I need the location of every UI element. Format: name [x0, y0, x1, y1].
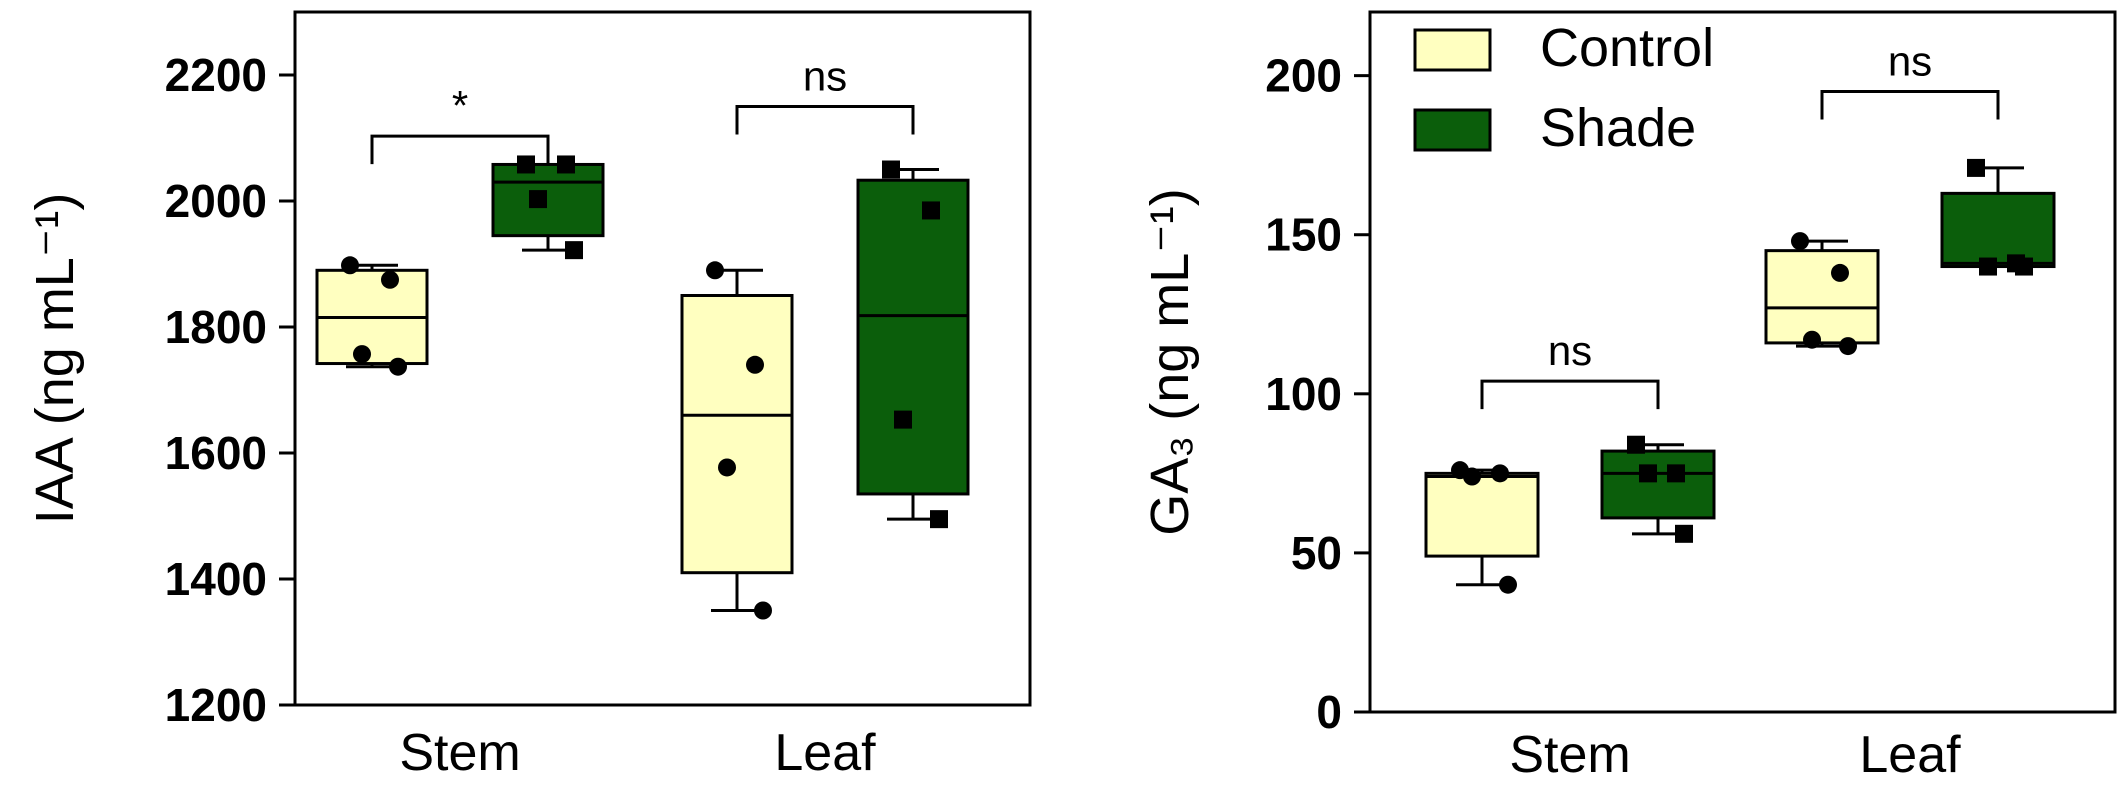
- significance-bracket: ns: [735, 53, 915, 135]
- data-point: [2015, 257, 2033, 276]
- significance-label: ns: [1888, 38, 1932, 85]
- data-point: [381, 270, 399, 289]
- significance-label: *: [452, 82, 468, 129]
- legend-swatch: [1413, 108, 1492, 152]
- box-control-leaf: [1764, 232, 1880, 356]
- y-tick-label: 200: [1265, 50, 1342, 102]
- data-point: [1627, 435, 1645, 454]
- data-point: [882, 160, 900, 179]
- bracket-line: [1480, 379, 1660, 410]
- iaa-panel: 1200 1400 1600 1800 2000 2200 IAA (ng mL⁻¹) Ste…: [25, 10, 1032, 782]
- data-point: [1791, 232, 1809, 251]
- significance-bracket: ns: [1820, 38, 2000, 120]
- y-tick-label: 50: [1291, 527, 1342, 579]
- box-iqr: [491, 162, 605, 238]
- box-iqr: [1764, 249, 1880, 345]
- box-iqr: [1600, 449, 1716, 520]
- significance-label: ns: [803, 53, 847, 100]
- data-point: [1831, 263, 1849, 282]
- y-tick-label: 2200: [165, 49, 267, 101]
- bracket-line: [1820, 90, 2000, 120]
- x-category-label: Stem: [399, 724, 520, 782]
- box-iqr: [1424, 471, 1540, 558]
- data-point: [706, 261, 724, 280]
- bracket-line: [735, 105, 915, 135]
- legend-label: Control: [1540, 18, 1714, 78]
- y-tick-label: 1800: [165, 301, 267, 353]
- data-point: [517, 155, 535, 174]
- box-shade-stem: [491, 155, 605, 260]
- data-point: [1499, 575, 1517, 594]
- x-category-label: Leaf: [1859, 726, 1961, 784]
- data-point: [1639, 464, 1657, 483]
- y-tick-label: 1400: [165, 553, 267, 605]
- significance-bracket: *: [370, 82, 550, 165]
- ga3-panel: 0 50 100 150 200 GA₃ (ng mL⁻¹) Stem Leaf ns ns Con…: [1140, 10, 2117, 784]
- data-point: [529, 190, 547, 209]
- y-tick-label: 100: [1265, 368, 1342, 420]
- box-control-stem: [315, 256, 429, 376]
- data-point: [746, 355, 764, 374]
- data-point: [353, 345, 371, 364]
- significance-bracket: ns: [1480, 327, 1660, 410]
- data-point: [1675, 524, 1693, 543]
- data-point: [1463, 467, 1481, 486]
- data-point: [557, 155, 575, 174]
- plot-frame: [1368, 10, 2117, 714]
- box-control-stem: [1424, 461, 1540, 594]
- y-tick-label: 0: [1316, 686, 1342, 738]
- data-point: [389, 357, 407, 376]
- box-iqr: [680, 294, 794, 575]
- box-shade-stem: [1600, 435, 1716, 543]
- data-point: [1979, 257, 1997, 276]
- box-shade-leaf: [856, 160, 970, 529]
- y-axis-title: IAA (ng mL⁻¹): [25, 193, 85, 525]
- y-tick-label: 1200: [165, 679, 267, 731]
- data-point: [565, 241, 583, 260]
- box-shade-leaf: [1940, 158, 2056, 276]
- data-point: [754, 601, 772, 620]
- y-tick-label: 150: [1265, 209, 1342, 261]
- data-point: [1667, 464, 1685, 483]
- x-category-label: Leaf: [774, 724, 876, 782]
- data-point: [1839, 337, 1857, 356]
- box-iqr: [1940, 191, 2056, 269]
- x-category-label: Stem: [1509, 726, 1630, 784]
- bracket-line: [370, 134, 550, 165]
- legend: Control Shade: [1413, 18, 1714, 158]
- data-point: [930, 510, 948, 529]
- box-control-leaf: [680, 261, 794, 620]
- plot-frame: [293, 10, 1032, 707]
- y-axis-title: GA₃ (ng mL⁻¹): [1140, 188, 1200, 536]
- box-iqr: [856, 178, 970, 496]
- data-point: [341, 256, 359, 275]
- legend-swatch: [1413, 28, 1492, 72]
- data-point: [894, 410, 912, 429]
- data-point: [922, 201, 940, 220]
- data-point: [1491, 464, 1509, 483]
- data-point: [1803, 330, 1821, 349]
- significance-label: ns: [1548, 327, 1592, 374]
- legend-label: Shade: [1540, 98, 1696, 158]
- y-tick-label: 2000: [165, 175, 267, 227]
- y-tick-label: 1600: [165, 427, 267, 479]
- data-point: [718, 458, 736, 477]
- data-point: [1967, 158, 1985, 177]
